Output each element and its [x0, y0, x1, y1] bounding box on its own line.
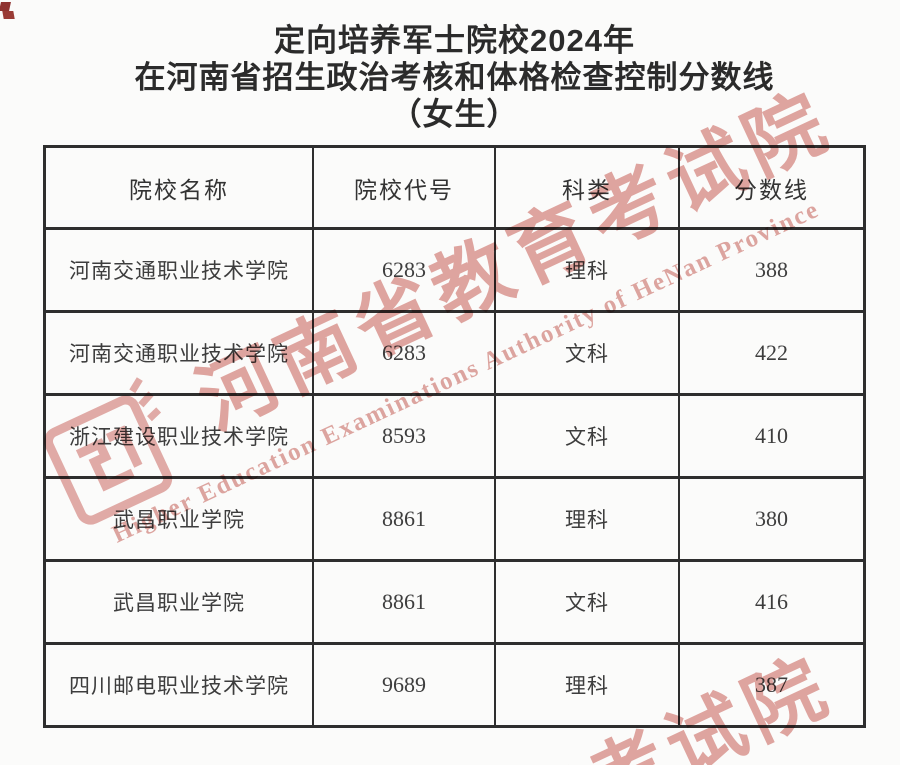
score-cell: 410	[678, 393, 863, 476]
school-code-cell: 8593	[312, 393, 494, 476]
score-cell: 388	[678, 227, 863, 310]
school-name-cell: 河南交通职业技术学院	[46, 310, 312, 393]
school-code-cell: 9689	[312, 642, 494, 725]
category-cell: 理科	[494, 227, 678, 310]
score-cell: 422	[678, 310, 863, 393]
category-cell: 文科	[494, 559, 678, 642]
corner-stamp-mark	[0, 2, 16, 20]
page-title-line2: 在河南省招生政治考核和体格检查控制分数线	[134, 60, 775, 95]
school-name-cell: 河南交通职业技术学院	[46, 227, 312, 310]
school-code-cell: 6283	[312, 227, 494, 310]
page-title-line1: 定向培养军士院校2024年	[274, 23, 635, 58]
school-code-cell: 6283	[312, 310, 494, 393]
score-cell: 387	[678, 642, 863, 725]
score-cell: 380	[678, 476, 863, 559]
school-name-cell: 浙江建设职业技术学院	[46, 393, 312, 476]
category-cell: 文科	[494, 393, 678, 476]
page-title: 定向培养军士院校2024年 在河南省招生政治考核和体格检查控制分数线 （女生）	[43, 22, 866, 133]
score-cell: 416	[678, 559, 863, 642]
school-name-cell: 四川邮电职业技术学院	[46, 642, 312, 725]
school-code-cell: 8861	[312, 476, 494, 559]
header-cell-score-line: 分数线	[678, 148, 863, 227]
category-cell: 理科	[494, 642, 678, 725]
page-title-line3: （女生）	[390, 97, 519, 132]
category-cell: 文科	[494, 310, 678, 393]
header-cell-category: 科类	[494, 148, 678, 227]
score-table: 院校名称 院校代号 科类 分数线 河南交通职业技术学院 6283 理科 388 …	[43, 145, 866, 728]
school-name-cell: 武昌职业学院	[46, 476, 312, 559]
category-cell: 理科	[494, 476, 678, 559]
header-cell-school-code: 院校代号	[312, 148, 494, 227]
watermark-text-en: Higher Education Examinations Authority …	[108, 761, 824, 765]
school-code-cell: 8861	[312, 559, 494, 642]
school-name-cell: 武昌职业学院	[46, 559, 312, 642]
header-cell-school-name: 院校名称	[129, 177, 229, 203]
